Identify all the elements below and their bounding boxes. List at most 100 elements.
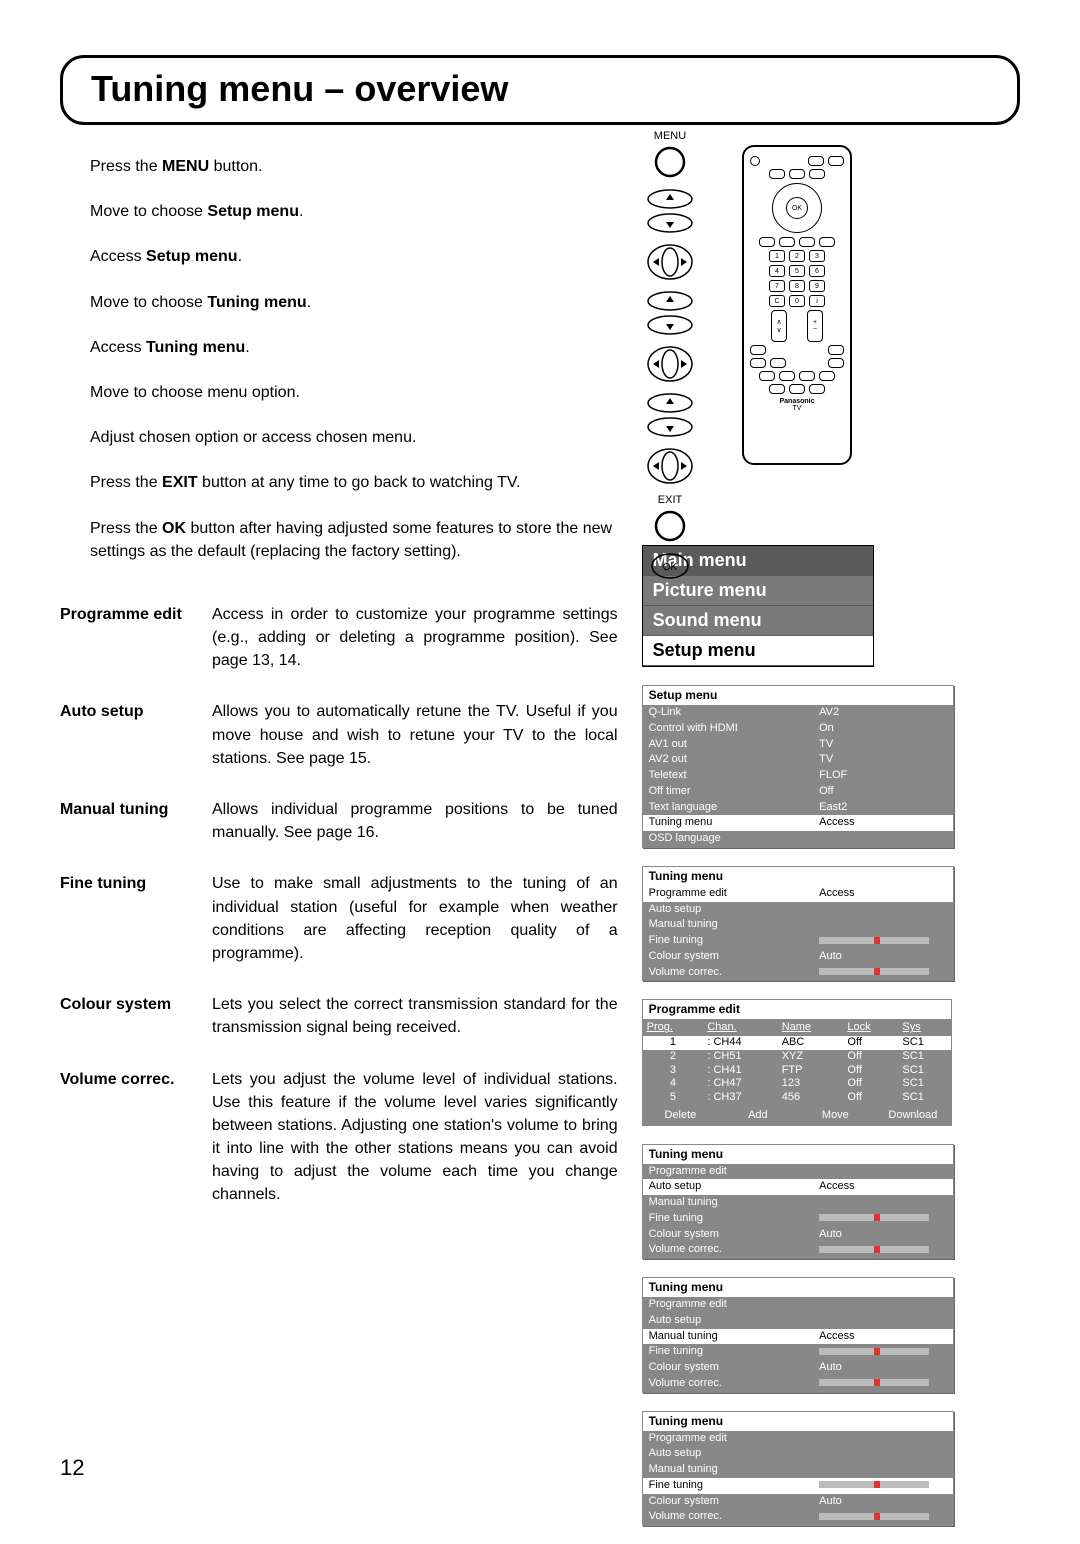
step-5: Move to choose menu option. [90,381,618,404]
desc-row-4: Colour system Lets you select the correct… [60,993,618,1039]
menu-row[interactable]: AV2 outTV [643,752,953,768]
programme-edit-footer-btn[interactable]: Move [797,1106,875,1126]
menus-stack: Main menu Picture menuSound menuSetup me… [642,545,1020,1526]
programme-edit-footer-btn[interactable]: Delete [642,1106,720,1126]
menu-row[interactable]: Volume correc. [643,1242,953,1258]
remote-control: 123 456 789 C0i ∧∨+− PanasonicTV [742,145,852,465]
menu-row[interactable]: Q-LinkAV2 [643,705,953,721]
menu-row[interactable]: Colour systemAuto [643,1360,953,1376]
desc-label: Manual tuning [60,798,200,844]
exit-button-icon [652,508,688,544]
dpad-down-icon [645,212,695,234]
main-menu-item[interactable]: Setup menu [643,636,873,666]
menu-row[interactable]: Colour systemAuto [643,949,953,965]
desc-label: Fine tuning [60,872,200,965]
programme-row[interactable]: 5: CH37456OffSC1 [642,1091,951,1105]
programme-row[interactable]: 2: CH51XYZOffSC1 [642,1050,951,1064]
programme-row[interactable]: 3: CH41FTPOffSC1 [642,1064,951,1078]
menu-row[interactable]: Manual tuning [643,1462,953,1478]
desc-row-3: Fine tuningUse to make small adjustments… [60,872,618,965]
step-8: Press the OK button after having adjuste… [90,517,618,563]
menu-row[interactable]: Programme edit [643,1164,953,1180]
page-title: Tuning menu – overview [91,68,989,110]
desc-label: Auto setup [60,700,200,770]
menu-row[interactable]: Fine tuning [643,933,953,949]
page-title-bar: Tuning menu – overview [60,55,1020,125]
menu-row[interactable]: Control with HDMIOn [643,721,953,737]
desc-row-0: Programme editAccess in order to customi… [60,603,618,673]
remote-brand: Panasonic [779,398,814,405]
desc-body: Use to make small adjustments to the tun… [212,872,618,965]
menu-row[interactable]: AV1 outTV [643,737,953,753]
page-number: 12 [60,1455,84,1481]
programme-row[interactable]: 1: CH44ABCOffSC1 [642,1036,951,1050]
menu-row[interactable]: Manual tuning [643,1195,953,1211]
remote-icons-column: MENU EXIT OK [630,130,710,588]
menu-row[interactable]: Tuning menuAccess [643,815,953,831]
page: Tuning menu – overview Press the MENU bu… [0,0,1080,1527]
menu-row[interactable]: OSD language [643,831,953,847]
step-3: Move to choose Tuning menu. [90,291,618,314]
desc-body: Access in order to customize your progra… [212,603,618,673]
programme-edit-footer-btn[interactable]: Add [719,1106,797,1126]
remote-brand-sub: TV [793,405,802,412]
menu-row[interactable]: Colour systemAuto [643,1494,953,1510]
desc-label: Volume correc. [60,1068,200,1207]
menu-row[interactable]: Off timerOff [643,784,953,800]
dpad-lr-icon-2 [645,344,695,384]
desc-body: Allows individual programme positions to… [212,798,618,844]
tuning-menu-auto: Tuning menuProgramme editAuto setupAcces… [642,1144,954,1260]
menu-row[interactable]: Manual tuning [643,917,953,933]
dpad-lr-icon-3 [645,446,695,486]
step-0: Press the MENU button. [90,155,618,178]
desc-label: Colour system [60,993,200,1039]
descriptions-list: Programme editAccess in order to customi… [60,603,618,1207]
body-columns: Press the MENU button. Move to choose Set… [60,155,1020,1544]
desc-body: Lets you adjust the volume level of indi… [212,1068,618,1207]
menu-row[interactable]: Volume correc. [643,1376,953,1392]
desc-body: Allows you to automatically retune the T… [212,700,618,770]
programme-edit-title: Programme edit [642,999,952,1019]
programme-edit-footer-btn[interactable]: Download [874,1106,952,1126]
tuning-menu-manual: Tuning menuProgramme editAuto setupManua… [642,1277,954,1393]
step-6: Adjust chosen option or access chosen me… [90,426,618,449]
step-4: Access Tuning menu. [90,336,618,359]
dpad-up-icon-3 [645,392,695,414]
step-2: Access Setup menu. [90,245,618,268]
menu-row[interactable]: Fine tuning [643,1344,953,1360]
menu-row[interactable]: Fine tuning [643,1478,953,1494]
exit-label: EXIT [630,494,710,506]
step-7: Press the EXIT button at any time to go … [90,471,618,494]
main-menu-item[interactable]: Sound menu [643,606,873,636]
tuning-menu-last: Tuning menuProgramme editAuto setupManua… [642,1411,954,1527]
menu-row[interactable]: Programme editAccess [643,886,953,902]
dpad-down-icon-3 [645,416,695,438]
menu-row[interactable]: Fine tuning [643,1211,953,1227]
menu-row[interactable]: Text languageEast2 [643,800,953,816]
menu-row[interactable]: Volume correc. [643,965,953,981]
desc-body: Lets you select the correct transmission… [212,993,618,1039]
menu-row[interactable]: Auto setup [643,902,953,918]
menu-row[interactable]: Auto setup [643,1446,953,1462]
menu-row[interactable]: Auto setupAccess [643,1179,953,1195]
desc-label: Programme edit [60,603,200,673]
desc-row-2: Manual tuning Allows individual programme… [60,798,618,844]
menu-row[interactable]: Auto setup [643,1313,953,1329]
menu-label: MENU [630,130,710,142]
menu-row[interactable]: Programme edit [643,1431,953,1447]
menu-row[interactable]: Colour systemAuto [643,1227,953,1243]
remote-vol-rocker-icon: +− [807,310,823,342]
setup-menu: Setup menuQ-LinkAV2Control with HDMIOnAV… [642,685,954,848]
menu-row[interactable]: Volume correc. [643,1509,953,1525]
menu-row[interactable]: TeletextFLOF [643,768,953,784]
ok-button-icon: OK [650,552,690,580]
dpad-down-icon-2 [645,314,695,336]
tuning-menu-prog: Tuning menuProgramme editAccessAuto setu… [642,866,954,982]
menu-row[interactable]: Programme edit [643,1297,953,1313]
svg-text:OK: OK [663,562,678,573]
menu-row[interactable]: Manual tuningAccess [643,1329,953,1345]
step-1: Move to choose Setup menu. [90,200,618,223]
desc-row-5: Volume correc.Lets you adjust the volume… [60,1068,618,1207]
steps-list: Press the MENU button. Move to choose Set… [60,155,618,563]
programme-row[interactable]: 4: CH47123OffSC1 [642,1077,951,1091]
